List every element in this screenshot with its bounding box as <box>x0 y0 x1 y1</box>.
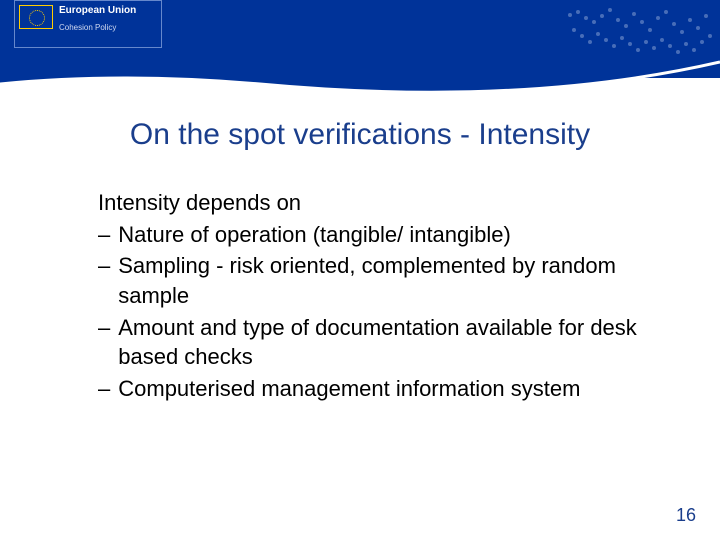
bullet-text: Computerised management information syst… <box>118 374 638 404</box>
dash-icon: – <box>98 251 110 310</box>
bullet-item: – Computerised management information sy… <box>98 374 638 404</box>
dash-icon: – <box>98 313 110 372</box>
body-content: Intensity depends on – Nature of operati… <box>98 188 638 406</box>
eu-flag-icon <box>19 5 53 29</box>
dash-icon: – <box>98 374 110 404</box>
lead-text: Intensity depends on <box>98 188 638 218</box>
slide: European Union Cohesion Policy On the sp… <box>0 0 720 540</box>
bullet-item: – Sampling - risk oriented, complemented… <box>98 251 638 310</box>
slide-title: On the spot verifications - Intensity <box>0 118 720 152</box>
dash-icon: – <box>98 220 110 250</box>
eu-logo-block: European Union Cohesion Policy <box>14 0 162 48</box>
bullet-text: Amount and type of documentation availab… <box>118 313 638 372</box>
logo-text: European Union Cohesion Policy <box>59 5 136 33</box>
page-number: 16 <box>676 505 696 526</box>
bullet-text: Nature of operation (tangible/ intangibl… <box>118 220 638 250</box>
map-decoration <box>550 0 720 70</box>
bullet-item: – Amount and type of documentation avail… <box>98 313 638 372</box>
logo-sub-text: Cohesion Policy <box>59 23 136 33</box>
logo-main-text: European Union <box>59 5 136 16</box>
bullet-item: – Nature of operation (tangible/ intangi… <box>98 220 638 250</box>
bullet-text: Sampling - risk oriented, complemented b… <box>118 251 638 310</box>
